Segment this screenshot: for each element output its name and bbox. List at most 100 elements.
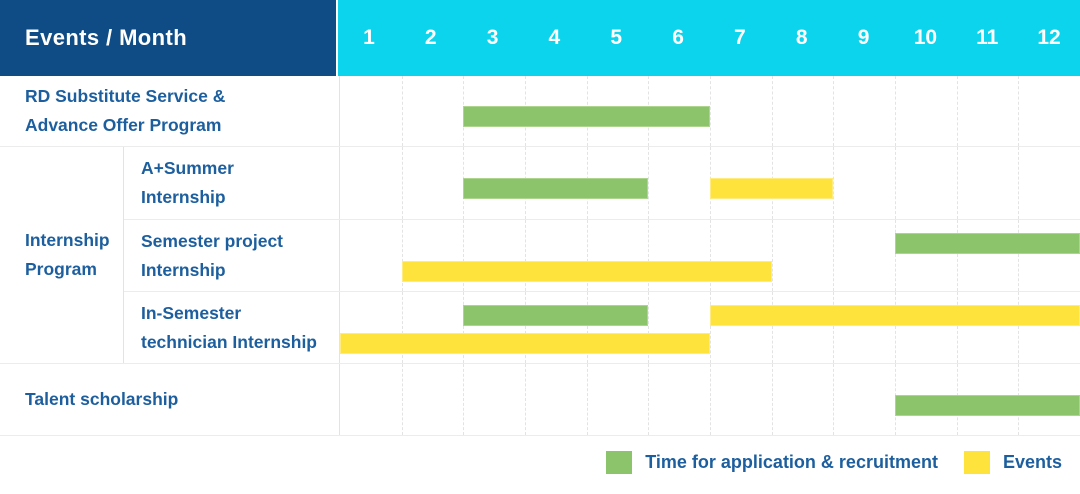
month-gridline bbox=[956, 220, 958, 291]
month-gridline bbox=[648, 292, 650, 363]
month-gridline bbox=[710, 364, 711, 435]
group-label: Internship Program bbox=[25, 226, 110, 284]
row-label-line: A+Summer bbox=[141, 158, 234, 179]
month-gridline bbox=[1018, 76, 1020, 146]
month-gridline bbox=[525, 364, 526, 435]
header-row: Events / Month 1 2 3 4 5 6 7 8 9 10 11 12 bbox=[0, 0, 1080, 76]
bar-event bbox=[340, 333, 710, 354]
schedule-body: RD Substitute Service & Advance Offer Pro… bbox=[0, 76, 1080, 436]
month-gridline bbox=[771, 76, 773, 146]
month-gridline bbox=[771, 292, 773, 363]
row-label: RD Substitute Service & Advance Offer Pro… bbox=[25, 82, 225, 140]
row-label-cell: Talent scholarship bbox=[0, 364, 340, 435]
month-header-label: 5 bbox=[610, 26, 623, 49]
month-gridline bbox=[895, 220, 896, 291]
month-gridline bbox=[710, 76, 711, 146]
month-gridline bbox=[648, 364, 650, 435]
month-gridline bbox=[401, 220, 403, 291]
month-gridline bbox=[833, 147, 835, 219]
bar-application bbox=[463, 305, 649, 326]
month-header-label: 9 bbox=[857, 26, 870, 49]
row-label: A+Summer Internship bbox=[141, 154, 234, 212]
row-label: Semester project Internship bbox=[141, 227, 283, 285]
month-gridline bbox=[956, 147, 958, 219]
bar-event bbox=[710, 305, 1080, 326]
month-gridline bbox=[586, 292, 588, 363]
month-gridline bbox=[1018, 220, 1020, 291]
month-header-label: 12 bbox=[1037, 26, 1061, 49]
row-label: Talent scholarship bbox=[25, 385, 178, 414]
month-gridline bbox=[895, 292, 896, 363]
month-gridline bbox=[525, 292, 526, 363]
month-gridline bbox=[586, 220, 588, 291]
month-gridline bbox=[895, 76, 896, 146]
table-row: Talent scholarship bbox=[0, 363, 1080, 436]
month-header-label: 6 bbox=[672, 26, 684, 49]
group-rows: A+Summer Internship Semester project Intern… bbox=[124, 147, 1080, 363]
legend-label: Events bbox=[1002, 451, 1062, 472]
month-gridline bbox=[771, 364, 773, 435]
month-gridline bbox=[710, 220, 711, 291]
row-label-cell: In-Semester technician Internship bbox=[124, 292, 340, 363]
month-header-label: 1 bbox=[363, 26, 375, 49]
chart-cell bbox=[340, 76, 1080, 146]
row-label-line: Semester project bbox=[141, 230, 284, 251]
month-gridline bbox=[401, 364, 403, 435]
events-month-header-label: Events / Month bbox=[25, 25, 188, 50]
month-gridline bbox=[895, 147, 896, 219]
month-gridline bbox=[401, 147, 403, 219]
legend-label: Time for application & recruitment bbox=[645, 451, 938, 472]
row-label-line: Internship bbox=[141, 187, 226, 207]
row-label-cell: Semester project Internship bbox=[124, 220, 340, 291]
legend-swatch-application bbox=[606, 450, 633, 474]
chart-cell bbox=[340, 364, 1080, 435]
chart-cell bbox=[340, 147, 1080, 219]
events-month-header: Events / Month bbox=[0, 0, 338, 76]
row-label-cell: RD Substitute Service & Advance Offer Pro… bbox=[0, 76, 340, 146]
bar-application bbox=[895, 233, 1080, 254]
month-gridline bbox=[1018, 292, 1020, 363]
month-gridline bbox=[586, 364, 588, 435]
month-gridline bbox=[648, 147, 650, 219]
legend: Time for application & recruitment Events bbox=[0, 436, 1080, 488]
month-header-label: 3 bbox=[486, 26, 499, 49]
legend-item: Time for application & recruitment bbox=[606, 450, 938, 474]
month-header-label: 8 bbox=[795, 26, 808, 49]
month-gridline bbox=[648, 220, 650, 291]
bar-application bbox=[895, 394, 1080, 416]
month-gridline bbox=[833, 76, 835, 146]
month-gridline bbox=[833, 220, 835, 291]
row-label-line: Internship bbox=[25, 230, 110, 251]
month-gridline bbox=[401, 292, 403, 363]
legend-swatch-event bbox=[963, 450, 990, 474]
month-gridline bbox=[833, 364, 835, 435]
table-row: RD Substitute Service & Advance Offer Pro… bbox=[0, 76, 1080, 146]
table-row: In-Semester technician Internship bbox=[124, 291, 1080, 363]
row-label-line: Internship bbox=[141, 259, 226, 280]
month-gridline bbox=[771, 220, 773, 291]
month-gridline bbox=[463, 292, 465, 363]
row-label-line: Program bbox=[25, 259, 97, 279]
row-label-line: technician Internship bbox=[141, 331, 317, 352]
month-gridline bbox=[833, 292, 835, 363]
month-gridline bbox=[463, 364, 465, 435]
month-header-label: 7 bbox=[734, 26, 746, 49]
month-gridline bbox=[525, 220, 526, 291]
bar-application bbox=[463, 178, 649, 199]
row-label-line: RD Substitute Service & bbox=[25, 86, 226, 107]
bar-event bbox=[710, 178, 834, 199]
row-label-line: Talent scholarship bbox=[25, 389, 179, 410]
month-header-label: 4 bbox=[548, 26, 561, 49]
month-gridline bbox=[463, 220, 465, 291]
month-header-label: 10 bbox=[913, 26, 938, 49]
row-label-line: Advance Offer Program bbox=[25, 115, 222, 135]
row-label: In-Semester technician Internship bbox=[141, 299, 317, 357]
row-label-line: In-Semester bbox=[141, 302, 242, 323]
bar-application bbox=[463, 106, 710, 127]
table-row: A+Summer Internship bbox=[124, 147, 1080, 219]
month-gridline bbox=[956, 292, 958, 363]
month-header-strip: 1 2 3 4 5 6 7 8 9 10 11 12 bbox=[338, 0, 1080, 76]
legend-item: Events bbox=[963, 450, 1062, 474]
month-gridline bbox=[401, 76, 403, 146]
